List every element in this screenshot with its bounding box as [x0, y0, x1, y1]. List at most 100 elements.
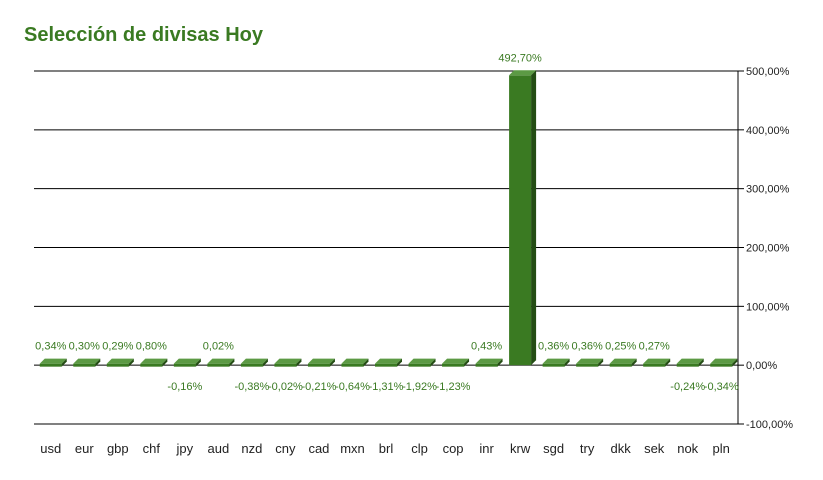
- bar-cny: [274, 363, 297, 367]
- bar-top-nok: [676, 358, 704, 364]
- data-label-mxn: -0,64%: [335, 381, 370, 393]
- bar-top-usd: [39, 358, 67, 364]
- data-label-cop: -1,23%: [436, 381, 471, 393]
- bar-aud: [207, 363, 230, 367]
- bar-top-brl: [375, 358, 402, 364]
- bar-nok: [676, 363, 699, 367]
- x-tick-label-chf: chf: [143, 441, 161, 456]
- y-tick-label: 100,00%: [746, 301, 790, 313]
- data-label-clp: -1,92%: [402, 381, 437, 393]
- x-tick-label-eur: eur: [75, 441, 94, 456]
- bar-side-mxn: [363, 358, 369, 367]
- data-label-gbp: 0,29%: [102, 341, 133, 353]
- bar-top-nzd: [240, 358, 268, 364]
- x-tick-label-pln: pln: [713, 441, 730, 456]
- bar-brl: [375, 363, 397, 367]
- x-tick-label-nok: nok: [677, 441, 698, 456]
- bar-top-mxn: [341, 358, 369, 364]
- bar-side-inr: [497, 358, 503, 367]
- data-label-try: 0,36%: [572, 341, 603, 353]
- data-label-nok: -0,24%: [670, 381, 705, 393]
- bar-side-chf: [162, 358, 168, 367]
- data-label-pln: -0,34%: [704, 381, 739, 393]
- bar-side-krw: [531, 70, 537, 366]
- bar-krw: [509, 75, 532, 366]
- bar-gbp: [106, 363, 129, 367]
- y-tick-label: 300,00%: [746, 184, 790, 196]
- bar-top-cny: [274, 358, 302, 364]
- bar-nzd: [240, 363, 263, 367]
- x-tick-label-aud: aud: [208, 441, 230, 456]
- bar-top-cad: [307, 358, 335, 364]
- x-tick-label-krw: krw: [510, 441, 531, 456]
- bar-top-cop: [442, 358, 470, 364]
- y-tick-label: 500,00%: [746, 66, 790, 78]
- bar-side-try: [598, 358, 604, 367]
- data-label-jpy: -0,16%: [167, 381, 202, 393]
- bar-side-sgd: [564, 358, 570, 367]
- x-tick-label-nzd: nzd: [241, 441, 262, 456]
- x-tick-label-usd: usd: [40, 441, 61, 456]
- bar-side-jpy: [195, 358, 201, 367]
- x-tick-label-dkk: dkk: [611, 441, 632, 456]
- bar-sek: [643, 363, 666, 367]
- bar-jpy: [173, 363, 196, 367]
- bar-side-pln: [732, 358, 738, 367]
- x-tick-label-cny: cny: [275, 441, 296, 456]
- bar-side-gbp: [128, 358, 134, 367]
- bar-top-gbp: [106, 358, 134, 364]
- data-label-chf: 0,80%: [136, 341, 167, 353]
- y-tick-label: 0,00%: [746, 360, 777, 372]
- x-tick-label-sgd: sgd: [543, 441, 564, 456]
- bar-side-cny: [296, 358, 302, 367]
- x-tick-label-try: try: [580, 441, 595, 456]
- x-tick-label-jpy: jpy: [176, 441, 194, 456]
- x-tick-label-gbp: gbp: [107, 441, 129, 456]
- bar-side-brl: [397, 358, 402, 367]
- y-tick-label: -100,00%: [746, 419, 793, 431]
- bar-clp: [408, 363, 431, 367]
- bar-sgd: [542, 363, 565, 367]
- x-tick-label-cad: cad: [308, 441, 329, 456]
- data-label-inr: 0,43%: [471, 341, 502, 353]
- y-tick-label: 400,00%: [746, 125, 790, 137]
- bar-top-clp: [408, 358, 436, 364]
- data-label-cny: -0,02%: [268, 381, 303, 393]
- bar-top-pln: [710, 358, 738, 364]
- bar-side-clp: [430, 358, 436, 367]
- data-label-sgd: 0,36%: [538, 341, 569, 353]
- x-tick-label-cop: cop: [443, 441, 464, 456]
- bar-top-aud: [207, 358, 235, 364]
- bar-side-eur: [95, 358, 101, 367]
- bar-top-sek: [643, 358, 671, 364]
- data-label-eur: 0,30%: [69, 341, 100, 353]
- data-label-brl: -1,31%: [369, 381, 404, 393]
- bar-try: [576, 363, 599, 367]
- bar-top-chf: [140, 358, 168, 364]
- x-tick-label-inr: inr: [479, 441, 494, 456]
- bar-side-usd: [61, 358, 67, 367]
- bar-dkk: [609, 363, 632, 367]
- bar-side-cad: [329, 358, 335, 367]
- data-label-sek: 0,27%: [639, 341, 670, 353]
- bars: [39, 70, 738, 367]
- bar-side-dkk: [631, 358, 637, 367]
- bar-side-nzd: [262, 358, 268, 367]
- bar-cop: [442, 363, 465, 367]
- bar-top-inr: [475, 358, 503, 364]
- labels: -100,00% 0,00% 100,00% 200,00% 300,00% 400,00…: [35, 52, 793, 456]
- bar-pln: [710, 363, 733, 367]
- bar-top-sgd: [542, 358, 570, 364]
- bar-mxn: [341, 363, 364, 367]
- bar-top-dkk: [609, 358, 637, 364]
- data-label-aud: 0,02%: [203, 341, 234, 353]
- bar-top-eur: [73, 358, 101, 364]
- x-tick-label-mxn: mxn: [340, 441, 365, 456]
- bar-usd: [39, 363, 62, 367]
- y-tick-label: 200,00%: [746, 243, 790, 255]
- bar-top-try: [576, 358, 604, 364]
- bar-eur: [73, 363, 96, 367]
- bar-side-aud: [229, 358, 235, 367]
- bar-chf: [140, 363, 163, 367]
- data-label-usd: 0,34%: [35, 341, 66, 353]
